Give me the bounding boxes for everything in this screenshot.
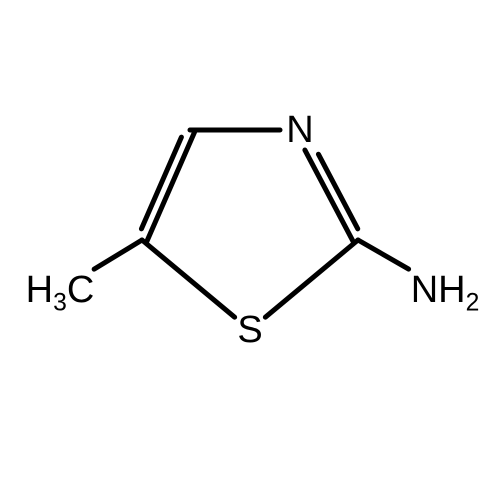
atom-NH2: NH2 bbox=[411, 271, 480, 309]
atom-CH3: H3C bbox=[26, 271, 95, 309]
atom-N1: N bbox=[286, 111, 313, 149]
molecule-bonds bbox=[0, 0, 500, 500]
molecule-canvas: N S H3C NH2 bbox=[0, 0, 500, 500]
atom-S3: S bbox=[237, 311, 262, 349]
